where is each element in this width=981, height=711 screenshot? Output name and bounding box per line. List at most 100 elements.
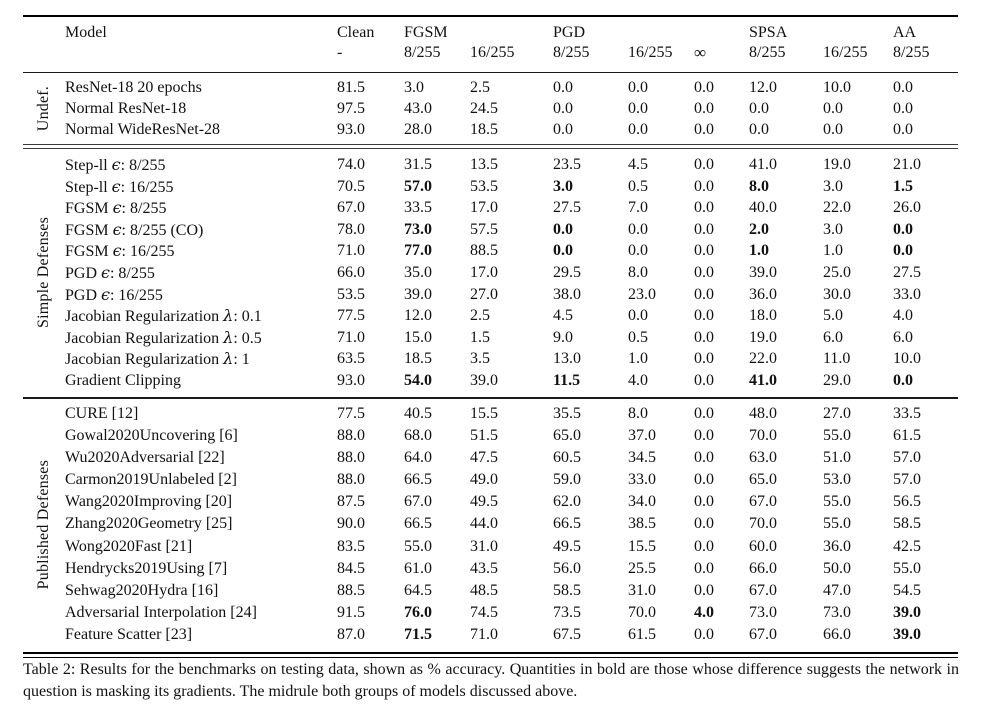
group-label: Simple Defenses (23, 154, 65, 392)
table-row: Step-ll ϵ: 16/255 70.5 57.0 53.5 3.0 0.5 0.0 8.… (65, 176, 958, 198)
value-cell: 47.5 (470, 448, 498, 466)
group-rows: ResNet-18 20 epochs 81.5 3.0 2.5 0.0 0.0 0.0 12… (65, 77, 958, 140)
table-row: Feature Scatter [23] 87.0 71.5 71.0 67.5 61.5… (65, 624, 958, 646)
value-cell: 30.0 (823, 285, 851, 303)
value-cell: 73.0 (823, 604, 851, 622)
value-cell: 67.0 (337, 199, 365, 217)
value-cell: 23.0 (628, 285, 656, 303)
value-cell: 0.5 (628, 177, 648, 195)
table-row: Adversarial Interpolation [24] 91.5 76.0 74… (65, 602, 958, 624)
value-cell: 24.5 (470, 100, 498, 117)
value-cell: 0.0 (749, 100, 769, 117)
value-cell: 38.0 (553, 285, 581, 303)
value-cell: 51.5 (470, 426, 498, 444)
table-row: Jacobian Regularization λ: 0.5 71.0 15.0 1.… (65, 327, 958, 349)
value-cell: 0.0 (823, 100, 843, 117)
table-header: Model Clean - FGSM 8/255 16/255 PGD 8/255 16/255… (65, 17, 958, 72)
value-cell: 31.0 (470, 537, 498, 555)
value-cell: 43.5 (470, 559, 498, 577)
value-cell: 35.5 (553, 404, 581, 422)
column-header-sub: 8/255 (404, 44, 441, 61)
group-label: Undef. (23, 77, 65, 140)
column-header-label (628, 23, 694, 43)
table-row: CURE [12] 77.5 40.5 15.5 35.5 8.0 0.0 48.0 27.0 3… (65, 403, 958, 425)
value-cell: 88.0 (337, 426, 365, 444)
value-cell: 15.5 (628, 537, 656, 555)
value-cell: 58.5 (893, 515, 921, 533)
value-cell: 19.0 (749, 328, 777, 346)
value-cell: 70.5 (337, 177, 365, 195)
value-cell: 0.0 (694, 404, 714, 422)
value-cell: 39.0 (404, 285, 432, 303)
table-row: Wong2020Fast [21] 83.5 55.0 31.0 49.5 15.5 0.0… (65, 536, 958, 558)
value-cell: 31.0 (628, 582, 656, 600)
results-table: Model Clean - FGSM 8/255 16/255 PGD 8/255 16/255… (23, 15, 958, 658)
model-cell: FGSM ϵ: 16/255 (65, 241, 175, 261)
value-cell: 0.0 (694, 177, 714, 195)
table-row: PGD ϵ: 16/255 53.5 39.0 27.0 38.0 23.0 0.0 36.0… (65, 284, 958, 306)
value-cell: 0.0 (694, 493, 714, 511)
column-header-label: PGD (553, 24, 586, 41)
value-cell: 0.0 (694, 285, 714, 303)
value-cell: 66.5 (404, 515, 432, 533)
model-group: Simple Defenses Step-ll ϵ: 8/255 74.0 31.5 1… (23, 149, 958, 397)
column-header-sub: 8/255 (553, 44, 590, 61)
table-top-rule (23, 15, 958, 17)
value-cell: 55.0 (404, 537, 432, 555)
value-cell: 25.0 (823, 263, 851, 281)
model-cell: Jacobian Regularization λ: 1 (65, 349, 250, 369)
value-cell: 6.0 (893, 328, 913, 346)
value-cell: 58.5 (553, 582, 581, 600)
header-rule (23, 72, 958, 73)
value-cell: 91.5 (337, 604, 365, 622)
value-cell: 2.5 (470, 307, 490, 325)
table-row: Sehwag2020Hydra [16] 88.5 64.5 48.5 58.5 31.0… (65, 580, 958, 602)
value-cell: 78.0 (337, 220, 365, 238)
value-cell: 33.0 (628, 471, 656, 489)
column-header-sub: ∞ (694, 43, 707, 62)
value-cell: 0.0 (694, 448, 714, 466)
value-cell: 18.5 (404, 350, 432, 368)
value-cell: 63.0 (749, 448, 777, 466)
value-cell: 28.0 (404, 121, 432, 138)
value-cell: 0.0 (694, 426, 714, 444)
value-cell: 41.0 (749, 371, 777, 389)
value-cell: 0.0 (749, 121, 769, 138)
value-cell: 55.0 (823, 493, 851, 511)
model-cell: Gradient Clipping (65, 371, 181, 389)
value-cell: 40.0 (749, 199, 777, 217)
value-cell: 12.0 (749, 79, 777, 96)
table-row: Wang2020Improving [20] 87.5 67.0 49.5 62.0 34… (65, 491, 958, 513)
value-cell: 0.0 (694, 79, 714, 96)
group-rows: Step-ll ϵ: 8/255 74.0 31.5 13.5 23.5 4.5 0.0 41… (65, 154, 958, 392)
value-cell: 0.0 (628, 121, 648, 138)
value-cell: 0.0 (553, 242, 573, 260)
value-cell: 81.5 (337, 79, 365, 96)
value-cell: 0.0 (628, 79, 648, 96)
value-cell: 49.5 (553, 537, 581, 555)
value-cell: 49.0 (470, 471, 498, 489)
value-cell: 10.0 (893, 350, 921, 368)
model-cell: Adversarial Interpolation [24] (65, 604, 257, 622)
value-cell: 0.0 (694, 626, 714, 644)
value-cell: 3.0 (553, 177, 573, 195)
value-cell: 0.0 (893, 79, 913, 96)
value-cell: 84.5 (337, 559, 365, 577)
model-cell: Sehwag2020Hydra [16] (65, 582, 219, 600)
value-cell: 25.5 (628, 559, 656, 577)
column-header: SPSA 8/255 (749, 23, 823, 63)
group-label: Published Defenses (23, 403, 65, 647)
model-cell: Zhang2020Geometry [25] (65, 515, 233, 533)
value-cell: 0.0 (553, 79, 573, 96)
model-cell: PGD ϵ: 16/255 (65, 284, 163, 304)
value-cell: 0.0 (893, 220, 913, 238)
table-row: Step-ll ϵ: 8/255 74.0 31.5 13.5 23.5 4.5 0.0 41… (65, 154, 958, 176)
value-cell: 37.0 (628, 426, 656, 444)
value-cell: 40.5 (404, 404, 432, 422)
table-bottom-rule (23, 651, 958, 658)
value-cell: 0.0 (694, 121, 714, 138)
column-header: 16/255 (823, 23, 893, 63)
value-cell: 0.0 (694, 582, 714, 600)
value-cell: 56.5 (893, 493, 921, 511)
